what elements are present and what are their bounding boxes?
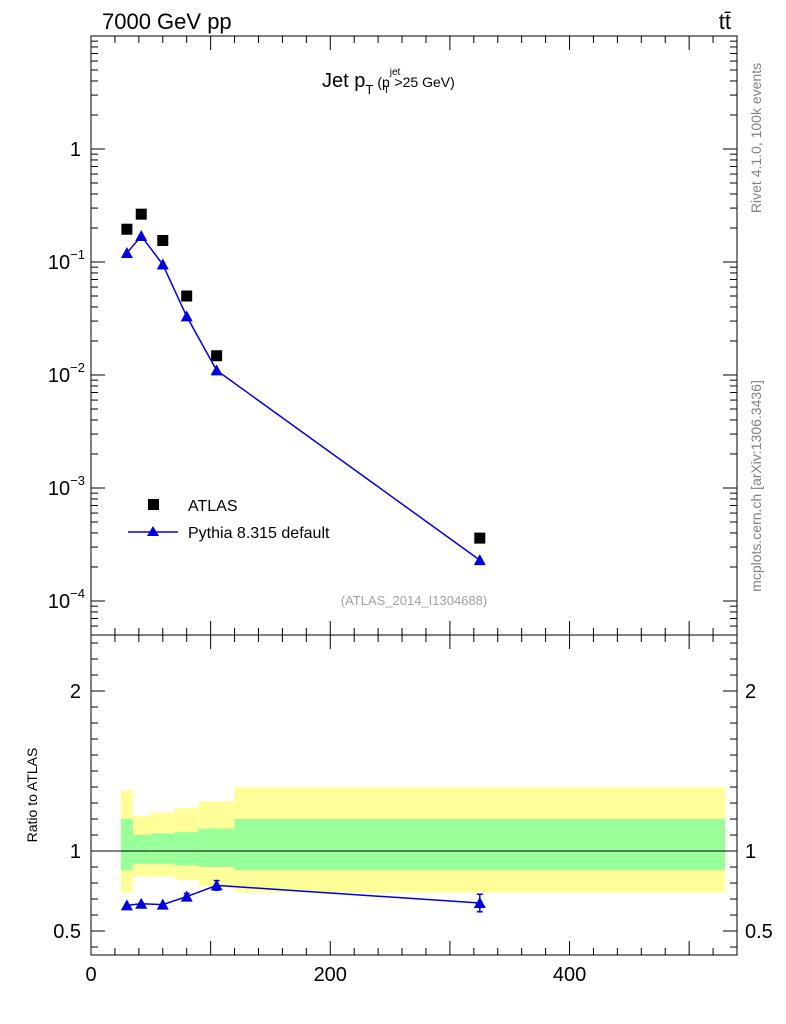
mc-point — [210, 364, 223, 376]
data-point — [135, 208, 147, 220]
main-title: Jet pT (pjet T>25 GeV) — [322, 67, 455, 97]
y-tick-label: 10−2 — [48, 360, 85, 387]
uncertainty-band-inner — [150, 833, 175, 864]
ratio-mc-point — [210, 879, 223, 891]
mc-point — [156, 258, 169, 270]
data-point — [474, 532, 486, 544]
ratio-y-tick-label-right: 2 — [745, 681, 756, 703]
mc-line — [126, 234, 481, 561]
ratio-y-tick-label-left: 2 — [70, 681, 81, 703]
collision-energy-label: 7000 GeV pp — [102, 9, 232, 34]
y-tick-label: 10−3 — [48, 473, 85, 500]
ratio-mc-point — [156, 898, 169, 910]
legend-mc-label: Pythia 8.315 default — [188, 525, 330, 542]
uncertainty-band-inner — [234, 819, 726, 871]
ratio-mc-point — [180, 890, 193, 902]
x-tick-label: 0 — [85, 964, 96, 986]
data-point — [121, 223, 133, 235]
ratio-frame — [90, 634, 738, 956]
main-plot-panel: 10−4 10−3 10−2 10−1 1 — [48, 35, 738, 636]
analysis-id-watermark: (ATLAS_2014_I1304688) — [341, 593, 487, 608]
uncertainty-band-inner — [120, 819, 133, 871]
y-tick-label: 10−4 — [48, 586, 85, 613]
uncertainty-band-inner — [198, 828, 235, 867]
mc-point — [180, 310, 193, 322]
legend-atlas-label: ATLAS — [188, 498, 238, 515]
uncertainty-band-inner — [132, 835, 151, 864]
main-frame — [90, 35, 738, 636]
data-point — [157, 234, 169, 246]
legend-atlas-marker — [148, 499, 159, 510]
data-point — [211, 350, 223, 362]
ratio-mc-point — [120, 899, 133, 911]
legend-mc-marker — [147, 526, 159, 536]
ratio-y-tick-label-left: 0.5 — [53, 921, 81, 943]
mc-point — [473, 554, 486, 566]
rivet-version-label: Rivet 4.1.0, 100k events — [748, 63, 764, 213]
process-label: tt̄ — [719, 9, 731, 34]
legend: ATLAS Pythia 8.315 default — [128, 498, 330, 542]
data-point — [181, 290, 193, 302]
ratio-y-tick-label-right: 1 — [745, 841, 756, 863]
mc-point — [120, 247, 133, 259]
y-tick-label: 1 — [70, 139, 81, 161]
ratio-mc-point — [473, 897, 486, 908]
mcplots-label: mcplots.cern.ch [arXiv:1306.3436] — [748, 380, 764, 592]
uncertainty-band-inner — [174, 831, 199, 866]
ratio-plot-panel: 0.5 0.5 1 1 2 2 0 200 400 — [53, 634, 773, 986]
mc-point — [135, 229, 148, 241]
ratio-mc-point — [135, 897, 148, 909]
x-tick-label: 200 — [314, 964, 347, 986]
ratio-y-tick-label-right: 0.5 — [745, 921, 773, 943]
y-tick-label: 10−1 — [48, 247, 85, 274]
x-tick-label: 400 — [553, 964, 586, 986]
ratio-y-tick-label-left: 1 — [70, 841, 81, 863]
ratio-y-axis-label: Ratio to ATLAS — [24, 748, 40, 843]
